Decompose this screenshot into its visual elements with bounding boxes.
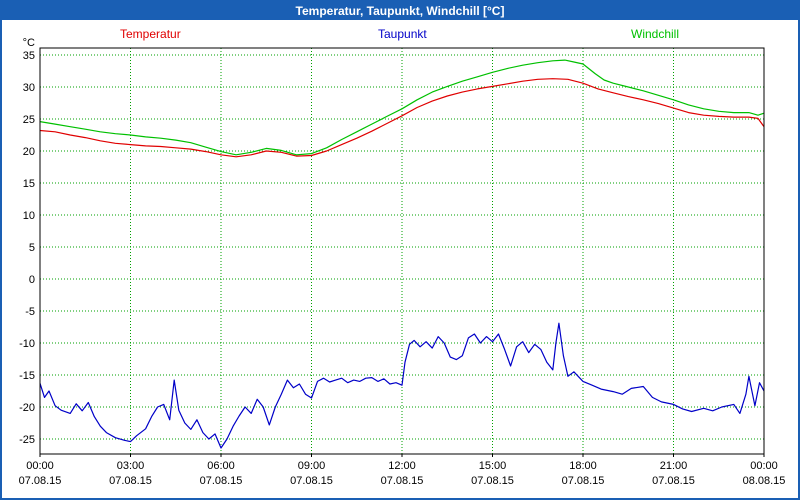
legend-temperatur: Temperatur: [120, 27, 181, 41]
legend-windchill: Windchill: [631, 27, 680, 41]
x-tick-date: 07.08.15: [381, 475, 424, 487]
y-tick-label: 35: [23, 50, 35, 62]
x-tick-date: 07.08.15: [562, 475, 605, 487]
y-tick-label: 15: [23, 178, 35, 190]
x-tick-date: 07.08.15: [290, 475, 333, 487]
window-title-bar[interactable]: Temperatur, Taupunkt, Windchill [°C]: [2, 2, 798, 20]
x-tick-time: 12:00: [388, 460, 416, 472]
y-axis-unit: °C: [23, 37, 35, 49]
x-tick-time: 18:00: [569, 460, 597, 472]
x-tick-date: 07.08.15: [652, 475, 695, 487]
x-tick-time: 06:00: [207, 460, 235, 472]
x-tick-time: 15:00: [479, 460, 507, 472]
y-tick-label: -25: [19, 434, 35, 446]
x-tick-date: 07.08.15: [109, 475, 152, 487]
window-title: Temperatur, Taupunkt, Windchill [°C]: [295, 4, 505, 18]
y-tick-label: -10: [19, 338, 35, 350]
y-tick-label: 0: [29, 274, 35, 286]
x-tick-time: 00:00: [750, 460, 778, 472]
y-tick-label: 20: [23, 146, 35, 158]
y-tick-label: 25: [23, 114, 35, 126]
x-tick-date: 07.08.15: [19, 475, 62, 487]
y-tick-label: 10: [23, 210, 35, 222]
y-tick-label: -15: [19, 370, 35, 382]
plot-frame: [39, 47, 765, 455]
series-windchill: [39, 59, 765, 156]
x-tick-time: 00:00: [26, 460, 54, 472]
y-tick-label: -5: [25, 306, 35, 318]
x-tick-time: 21:00: [660, 460, 688, 472]
x-tick-time: 09:00: [298, 460, 326, 472]
gridlines: [40, 48, 764, 454]
legend-taupunkt: Taupunkt: [378, 27, 427, 41]
x-tick-date: 07.08.15: [200, 475, 243, 487]
x-tick-date: 08.08.15: [743, 475, 786, 487]
y-tick-label: 30: [23, 82, 35, 94]
y-tick-label: -20: [19, 402, 35, 414]
axis-labels: 35 30 25 20 15 10 5 0 -5 -10 -15 -20 -25 °C 00:00 07.08…: [19, 37, 786, 487]
x-tick-date: 07.08.15: [471, 475, 514, 487]
y-tick-label: 5: [29, 242, 35, 254]
series-temperatur: [39, 78, 765, 158]
series-lines: [39, 59, 765, 449]
series-taupunkt: [39, 322, 765, 449]
x-tick-time: 03:00: [117, 460, 145, 472]
